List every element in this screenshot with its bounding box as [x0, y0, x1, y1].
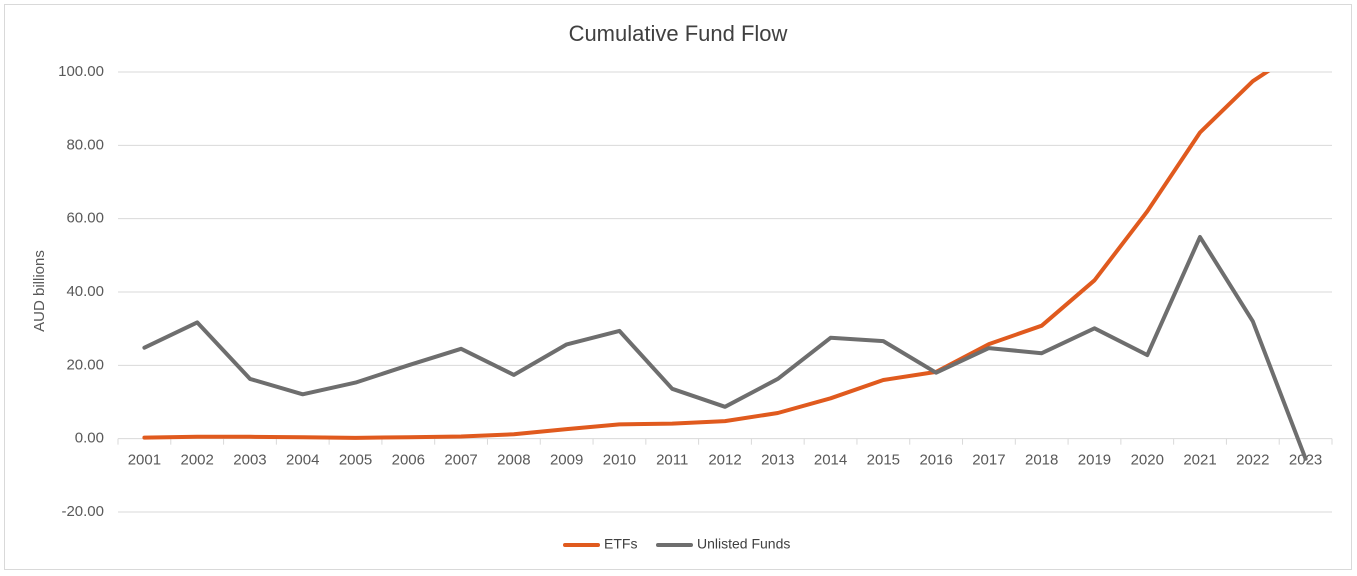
series-line-unlisted-funds — [142, 235, 1308, 461]
y-tick-label: -20.00 — [61, 503, 104, 520]
chart-frame — [4, 4, 1352, 570]
x-tick-label: 2013 — [761, 452, 794, 469]
x-tick-label: 2017 — [972, 452, 1005, 469]
x-tick-label: 2012 — [708, 452, 741, 469]
y-tick-label: 40.00 — [66, 283, 104, 300]
x-tick-label: 2001 — [128, 452, 161, 469]
y-tick-label: 100.00 — [58, 63, 104, 80]
x-tick-label: 2007 — [444, 452, 477, 469]
chart-title: Cumulative Fund Flow — [569, 21, 788, 46]
x-tick-label: 2014 — [814, 452, 847, 469]
x-tick-label: 2003 — [233, 452, 266, 469]
legend: ETFs Unlisted Funds — [563, 536, 790, 552]
x-tick-label: 2015 — [867, 452, 900, 469]
x-tick-label: 2008 — [497, 452, 530, 469]
y-tick-label: 80.00 — [66, 136, 104, 153]
x-tick-label: 2011 — [656, 452, 688, 469]
series-lines — [142, 72, 1308, 461]
y-axis-label: AUD billions — [31, 250, 48, 332]
y-tick-label: 20.00 — [66, 356, 104, 373]
y-tick-label: 0.00 — [75, 430, 104, 447]
x-tick-label: 2004 — [286, 452, 319, 469]
x-axis-ticks: 2001 2002 2003 2004 2005 2006 2007 2008 2009 2010… — [117, 438, 1333, 469]
x-tick-label: 2005 — [339, 452, 372, 469]
x-tick-label: 2022 — [1236, 452, 1269, 469]
series-line-etfs — [142, 72, 1271, 440]
x-tick-label: 2016 — [919, 452, 952, 469]
x-tick-label: 2020 — [1131, 452, 1164, 469]
legend-label-etfs: ETFs — [604, 536, 637, 552]
x-tick-label: 2019 — [1078, 452, 1111, 469]
x-tick-label: 2018 — [1025, 452, 1058, 469]
x-tick-label: 2010 — [603, 452, 636, 469]
y-tick-label: 60.00 — [66, 210, 104, 227]
y-axis-ticks: -20.00 0.00 20.00 40.00 60.00 80.00 100.00 — [58, 63, 104, 520]
legend-label-unlisted-funds: Unlisted Funds — [697, 536, 790, 552]
x-tick-label: 2009 — [550, 452, 583, 469]
x-tick-label: 2006 — [392, 452, 425, 469]
gridlines — [118, 71, 1332, 513]
x-tick-label: 2021 — [1183, 452, 1216, 469]
x-tick-label: 2002 — [180, 452, 213, 469]
